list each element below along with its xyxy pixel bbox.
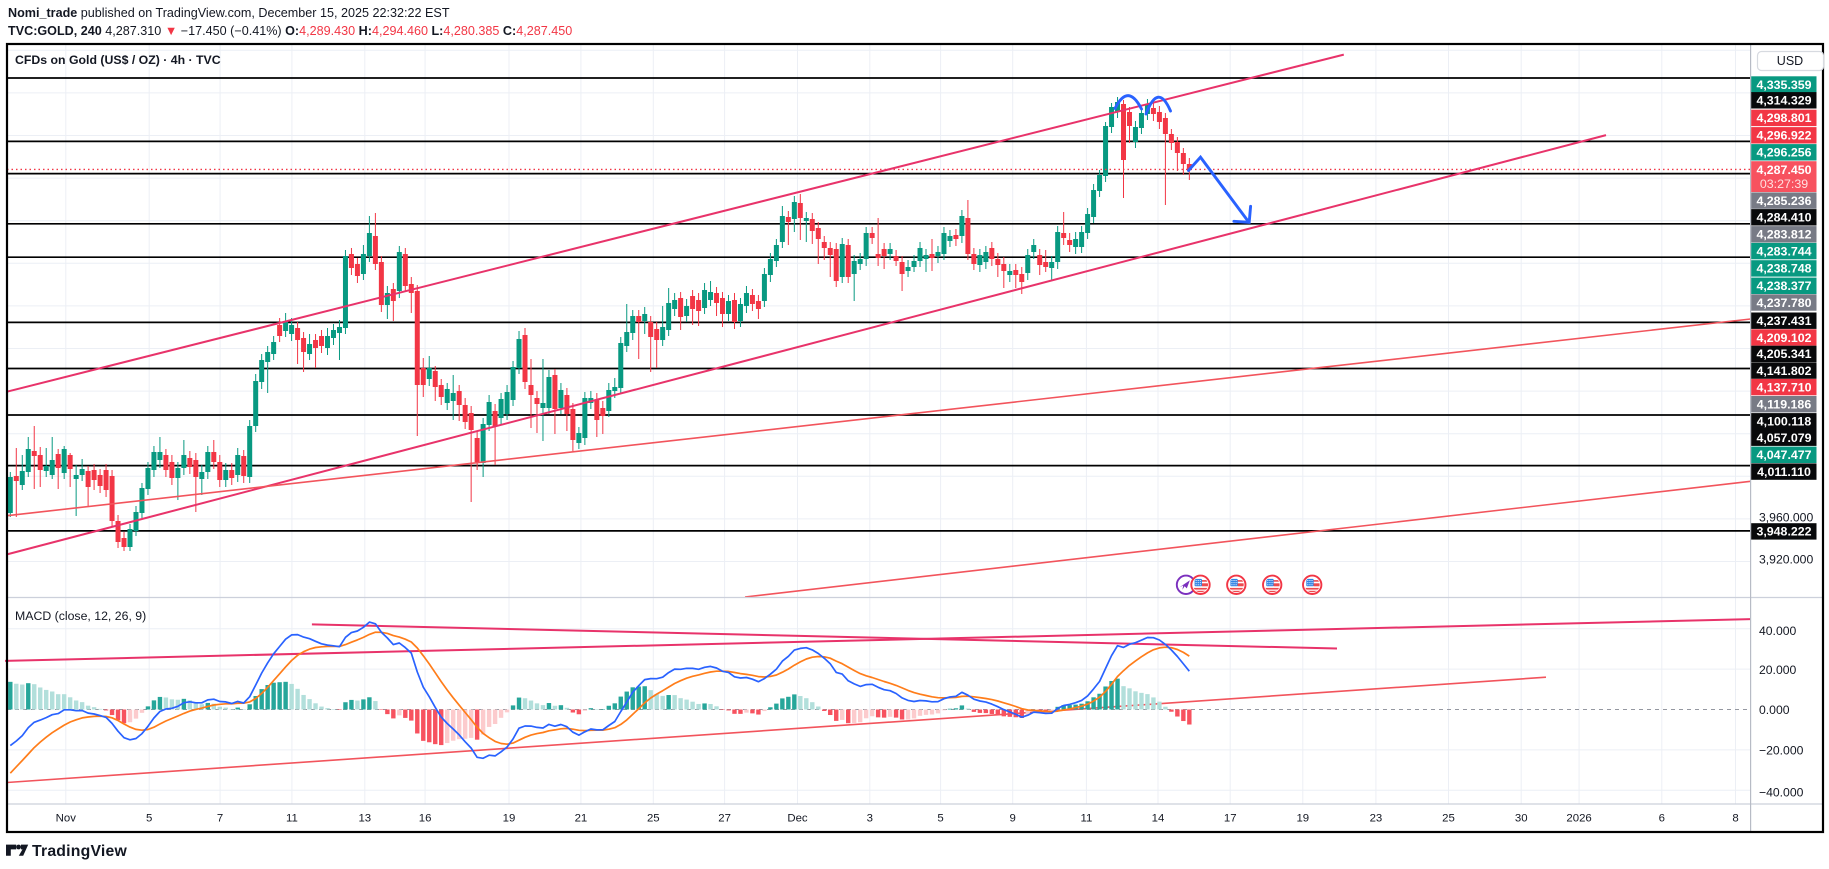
svg-text:4,141.802: 4,141.802 [1756,364,1811,378]
svg-text:4,314.329: 4,314.329 [1756,94,1811,108]
svg-text:−40.000: −40.000 [1759,786,1804,800]
svg-text:30: 30 [1515,813,1528,825]
svg-text:MACD (close, 12, 26, 9): MACD (close, 12, 26, 9) [15,609,146,623]
svg-text:−20.000: −20.000 [1759,744,1804,758]
svg-text:4,047.477: 4,047.477 [1756,448,1811,462]
svg-text:4,057.079: 4,057.079 [1756,431,1811,445]
svg-text:5: 5 [937,813,943,825]
svg-text:21: 21 [575,813,588,825]
svg-text:4,298.801: 4,298.801 [1756,111,1811,125]
svg-text:19: 19 [1296,813,1309,825]
svg-text:Nov: Nov [56,813,77,825]
svg-text:4,205.341: 4,205.341 [1756,347,1811,361]
svg-text:4,100.118: 4,100.118 [1757,415,1812,429]
svg-text:23: 23 [1370,813,1383,825]
svg-text:11: 11 [1080,813,1092,825]
svg-text:TradingView: TradingView [32,843,127,860]
svg-text:4,238.377: 4,238.377 [1756,279,1811,293]
svg-text:4,335.359: 4,335.359 [1756,78,1811,92]
svg-text:19: 19 [503,813,516,825]
svg-text:14: 14 [1152,813,1165,825]
svg-text:13: 13 [358,813,371,825]
svg-text:16: 16 [419,813,432,825]
svg-text:03:27:39: 03:27:39 [1760,177,1808,191]
svg-text:9: 9 [1010,813,1016,825]
svg-text:4,011.110: 4,011.110 [1757,465,1811,479]
svg-text:Dec: Dec [787,813,808,825]
svg-text:4,296.922: 4,296.922 [1756,129,1811,143]
svg-text:25: 25 [647,813,660,825]
svg-text:3: 3 [867,813,873,825]
svg-text:4,237.431: 4,237.431 [1756,314,1811,328]
svg-text:CFDs on Gold (US$ / OZ) · 4h ·: CFDs on Gold (US$ / OZ) · 4h · TVC [15,53,221,67]
svg-text:TVC:GOLD, 240 4,287.310 ▼ −17: TVC:GOLD, 240 4,287.310 ▼ −17.450 (−0.41… [8,24,572,38]
svg-text:3,948.222: 3,948.222 [1756,525,1811,539]
svg-text:7: 7 [217,813,223,825]
svg-text:4,296.256: 4,296.256 [1756,146,1811,160]
svg-text:17: 17 [1224,813,1237,825]
svg-text:4,119.186: 4,119.186 [1757,398,1812,412]
svg-text:USD: USD [1777,54,1803,68]
svg-text:4,285.236: 4,285.236 [1756,194,1811,208]
svg-text:3,920.000: 3,920.000 [1759,553,1813,567]
svg-text:4,283.744: 4,283.744 [1756,244,1811,258]
svg-text:0.000: 0.000 [1759,703,1790,717]
svg-text:3,960.000: 3,960.000 [1759,511,1813,525]
svg-text:2026: 2026 [1566,813,1591,825]
svg-text:4,137.710: 4,137.710 [1756,380,1811,394]
svg-text:Nomi_trade published on Tradin: Nomi_trade published on TradingView.com,… [8,6,450,20]
svg-text:4,238.748: 4,238.748 [1756,262,1811,276]
svg-text:4,284.410: 4,284.410 [1756,211,1811,225]
svg-text:8: 8 [1732,813,1738,825]
svg-text:5: 5 [146,813,152,825]
svg-text:4,287.450: 4,287.450 [1756,163,1811,177]
svg-text:27: 27 [718,813,731,825]
svg-text:4,283.812: 4,283.812 [1756,228,1811,242]
svg-text:4,237.780: 4,237.780 [1756,296,1811,310]
svg-text:40.000: 40.000 [1759,624,1796,638]
svg-text:11: 11 [286,813,298,825]
svg-text:6: 6 [1659,813,1665,825]
svg-text:25: 25 [1442,813,1455,825]
svg-text:4,209.102: 4,209.102 [1756,331,1811,345]
svg-text:20.000: 20.000 [1759,663,1796,677]
